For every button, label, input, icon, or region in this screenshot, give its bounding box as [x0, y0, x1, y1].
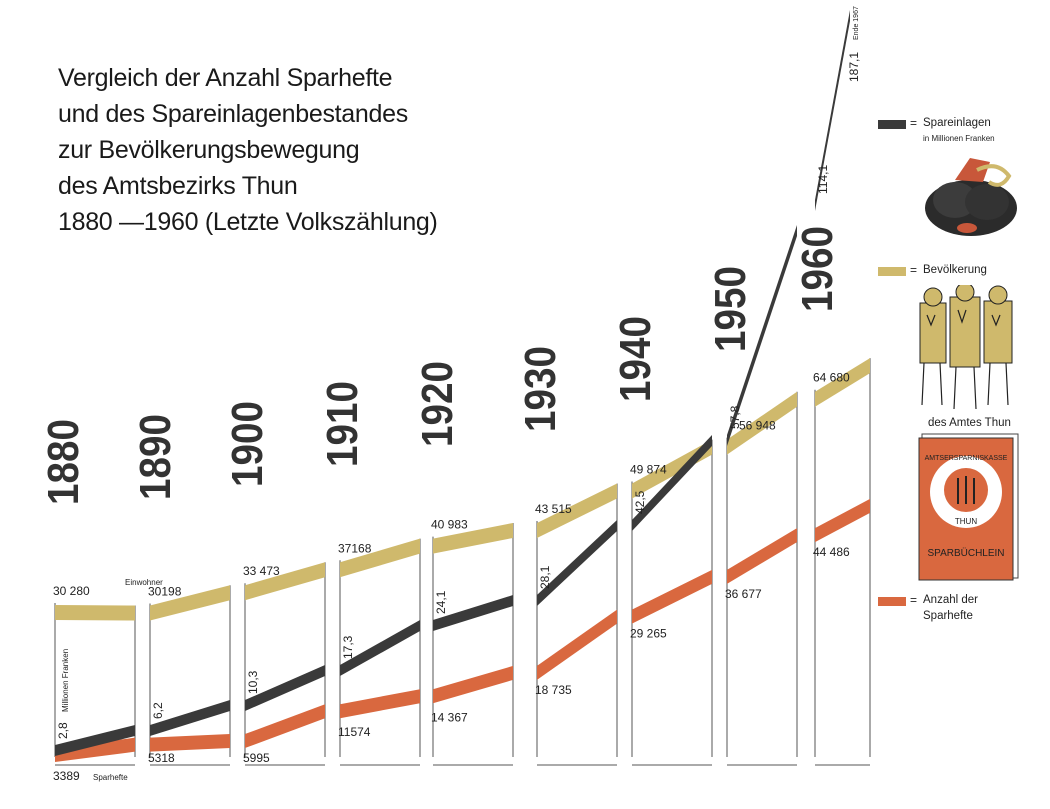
legend-eq: =	[910, 593, 918, 607]
savings-band	[55, 725, 135, 756]
year-label: 1900	[223, 401, 272, 487]
savings-band	[727, 225, 797, 446]
legend-eq: =	[910, 116, 918, 130]
savings-unit-label: Millionen Franken	[61, 649, 70, 712]
savings-band	[815, 10, 850, 211]
booklets-value: 29 265	[630, 627, 667, 641]
year-label: 1950	[706, 266, 755, 352]
legend-caption-population: des Amtes Thun	[928, 417, 1011, 429]
savings-value: 17,3	[341, 635, 355, 659]
legend-label-booklets-2: Sparhefte	[923, 610, 973, 622]
population-value: 30198	[148, 585, 182, 599]
savings-value: 28,1	[538, 565, 552, 589]
booklets-band	[340, 689, 420, 719]
population-band	[537, 483, 617, 538]
population-band	[340, 538, 420, 578]
title-line: zur Bevölkerungsbewegung	[58, 136, 360, 164]
savings-band	[433, 595, 513, 631]
population-band	[433, 522, 513, 554]
population-band	[245, 562, 325, 601]
population-unit-label: Einwohner	[125, 578, 163, 587]
population-band	[815, 358, 870, 407]
savings-band	[150, 700, 230, 736]
legend-eq: =	[910, 263, 918, 277]
population-value: 33 473	[243, 564, 280, 578]
year-label: 1940	[611, 316, 660, 402]
savings-value: 24,1	[434, 590, 448, 614]
legend-swatch-savings	[878, 120, 906, 129]
savings-value: 6,2	[151, 702, 165, 719]
savings-value: 114,1	[816, 165, 830, 194]
year-label: 1960	[793, 226, 842, 312]
legend-label-savings: Spareinlagen	[923, 117, 991, 129]
year-label: 1910	[318, 381, 367, 467]
booklet-ring-text: AMTSERSPARNISKASSE	[925, 455, 1008, 462]
savings-note-1967: Ende 1967	[853, 6, 860, 40]
booklets-value: 5318	[148, 751, 175, 765]
savings-value: 57,8	[728, 405, 742, 429]
people-illustration-icon	[919, 285, 1013, 410]
booklets-value: 18 735	[535, 683, 572, 697]
booklet-city: THUN	[955, 517, 977, 526]
money-bag-icon	[925, 158, 1017, 236]
population-band	[727, 391, 797, 455]
population-value: 43 515	[535, 502, 572, 516]
savings-value: 42,5	[633, 490, 647, 514]
booklets-value: 3389	[53, 769, 80, 783]
year-label: 1930	[516, 346, 565, 432]
booklets-band	[632, 569, 712, 624]
legend-swatch-population	[878, 267, 906, 276]
savings-value-1967: 187,1	[847, 52, 861, 82]
population-band	[150, 585, 230, 621]
year-label: 1890	[131, 414, 180, 500]
population-value: 56 948	[739, 419, 776, 433]
population-value: 49 874	[630, 463, 667, 477]
booklets-unit-label: Sparhefte	[93, 773, 128, 782]
savings-band	[340, 620, 420, 676]
chart-title: Vergleich der Anzahl Sparhefte und des S…	[58, 60, 438, 240]
savings-band	[537, 520, 617, 606]
title-line: des Amtsbezirks Thun	[58, 172, 298, 200]
population-value: 37168	[338, 541, 372, 555]
booklets-value: 5995	[243, 751, 270, 765]
legend-label-population: Bevölkerung	[923, 264, 987, 276]
booklets-band	[245, 704, 325, 749]
population-value: 40 983	[431, 518, 468, 532]
booklets-value: 44 486	[813, 545, 850, 559]
legend-label-booklets: Anzahl der	[923, 594, 978, 606]
legend-sub-savings: in Millionen Franken	[923, 134, 995, 143]
booklet-title: SPARBÜCHLEIN	[927, 547, 1004, 559]
booklets-band	[815, 498, 870, 543]
legend-swatch-booklets	[878, 597, 906, 606]
title-line: und des Spareinlagenbestandes	[58, 100, 408, 128]
year-label: 1880	[39, 419, 88, 505]
savings-value: 2,8	[56, 722, 70, 739]
population-band	[55, 605, 135, 621]
population-value: 30 280	[53, 584, 90, 598]
title-line: 1880 —1960 (Letzte Volkszählung)	[58, 208, 438, 236]
savings-band	[245, 665, 325, 711]
booklets-band	[727, 528, 797, 584]
population-value: 64 680	[813, 371, 850, 385]
savings-band	[632, 435, 712, 531]
title-line: Vergleich der Anzahl Sparhefte	[58, 64, 393, 92]
booklets-band	[537, 609, 617, 680]
booklets-value: 14 367	[431, 710, 468, 724]
booklets-value: 11574	[338, 725, 371, 739]
booklets-band	[433, 665, 513, 704]
booklets-band	[55, 737, 135, 762]
year-label: 1920	[413, 361, 462, 447]
savings-booklet-icon: AMTSERSPARNISKASSE THUN SPARBÜCHLEIN	[918, 433, 1019, 581]
savings-value: 10,3	[246, 670, 260, 694]
booklets-value: 36 677	[725, 587, 762, 601]
booklets-band	[150, 734, 230, 752]
population-band	[632, 439, 712, 499]
